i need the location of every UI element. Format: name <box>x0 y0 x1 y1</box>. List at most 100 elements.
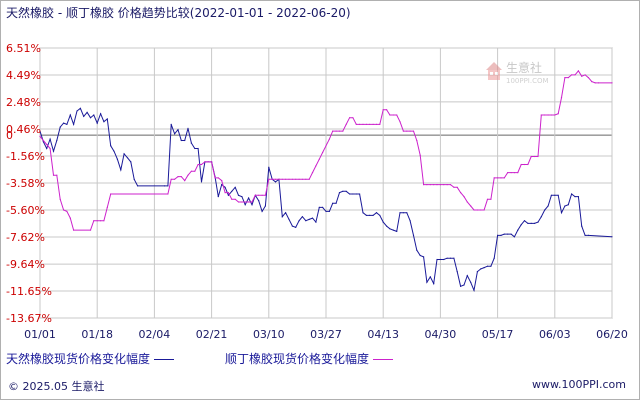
data-point-natural-rubber <box>480 268 482 270</box>
data-point-natural-rubber <box>224 186 226 188</box>
data-point-bd-rubber <box>59 198 61 200</box>
data-point-bd-rubber <box>268 178 270 180</box>
data-point-bd-rubber <box>295 178 297 180</box>
data-point-natural-rubber <box>227 194 229 196</box>
data-point-natural-rubber <box>423 256 425 258</box>
x-tick-label: 03/27 <box>310 328 342 341</box>
data-point-bd-rubber <box>510 172 512 174</box>
data-point-bd-rubber <box>338 130 341 132</box>
chart-title: 天然橡胶 - 顺丁橡胶 价格趋势比较(2022-01-01 - 2022-06-… <box>6 6 351 20</box>
y-tick-label: -9.64% <box>6 258 45 271</box>
data-point-bd-rubber <box>93 220 95 222</box>
data-point-bd-rubber <box>73 229 75 231</box>
data-point-bd-rubber <box>197 163 199 166</box>
data-point-bd-rubber <box>96 220 98 222</box>
data-point-natural-rubber <box>349 193 351 195</box>
data-point-bd-rubber <box>399 121 401 123</box>
data-point-natural-rubber <box>221 184 223 186</box>
data-point-natural-rubber <box>59 126 61 128</box>
data-point-natural-rubber <box>120 169 122 171</box>
data-point-natural-rubber <box>453 257 455 259</box>
data-point-natural-rubber <box>581 225 583 227</box>
data-point-natural-rubber <box>547 205 549 207</box>
data-point-bd-rubber <box>507 172 509 174</box>
data-point-natural-rubber <box>564 205 566 207</box>
data-point-bd-rubber <box>426 184 428 186</box>
data-point-bd-rubber <box>332 130 334 132</box>
data-point-bd-rubber <box>234 198 236 200</box>
data-point-natural-rubber <box>476 271 478 273</box>
data-point-bd-rubber <box>311 172 314 174</box>
data-point-bd-rubber <box>254 194 256 196</box>
data-point-natural-rubber <box>261 210 263 212</box>
data-point-bd-rubber <box>281 178 283 180</box>
data-point-bd-rubber <box>406 130 408 132</box>
data-point-bd-rubber <box>527 163 529 166</box>
data-point-bd-rubber <box>184 180 186 182</box>
data-point-bd-rubber <box>325 145 327 147</box>
data-point-bd-rubber <box>194 170 196 172</box>
site-link[interactable]: www.100PPI.com <box>532 378 626 391</box>
data-point-bd-rubber <box>301 178 303 180</box>
data-point-bd-rubber <box>530 155 532 158</box>
data-point-natural-rubber <box>137 185 139 187</box>
data-point-natural-rubber <box>338 192 341 194</box>
data-point-bd-rubber <box>591 81 593 83</box>
data-point-natural-rubber <box>103 121 105 123</box>
data-point-bd-rubber <box>190 170 192 172</box>
data-point-bd-rubber <box>305 178 307 180</box>
data-point-natural-rubber <box>264 205 266 207</box>
data-point-bd-rubber <box>547 114 549 116</box>
data-point-bd-rubber <box>261 194 263 196</box>
data-point-bd-rubber <box>500 177 502 179</box>
series-layer <box>39 70 613 293</box>
data-point-natural-rubber <box>386 225 388 227</box>
data-point-natural-rubber <box>291 225 293 227</box>
data-point-natural-rubber <box>345 190 347 192</box>
data-point-bd-rubber <box>335 130 337 132</box>
data-point-bd-rubber <box>540 114 542 116</box>
data-point-bd-rubber <box>207 161 209 163</box>
data-point-natural-rubber <box>49 138 51 140</box>
zero-label: 0 <box>6 129 13 142</box>
data-point-natural-rubber <box>560 212 563 214</box>
data-point-bd-rubber <box>379 123 381 125</box>
data-point-bd-rubber <box>362 123 364 125</box>
y-tick-labels: 6.51% 4.49% 2.48% 0.46% -1.56% -3.58% -5.60% -7… <box>6 42 52 325</box>
data-point-bd-rubber <box>534 155 536 158</box>
data-point-natural-rubber <box>93 114 95 116</box>
data-point-bd-rubber <box>597 82 600 84</box>
data-point-natural-rubber <box>463 284 465 286</box>
data-point-natural-rubber <box>89 117 92 119</box>
data-point-natural-rubber <box>100 113 102 115</box>
data-point-bd-rubber <box>352 117 354 119</box>
legend-label-natural-rubber: 天然橡胶现货价格变化幅度 <box>6 352 151 366</box>
legend-item-natural-rubber: 天然橡胶现货价格变化幅度 <box>6 350 175 367</box>
watermark-url: 100PPI.COM <box>506 77 549 85</box>
data-point-natural-rubber <box>503 233 505 235</box>
data-point-natural-rubber <box>251 204 253 206</box>
data-point-natural-rubber <box>248 197 250 199</box>
data-point-bd-rubber <box>443 184 445 186</box>
data-point-bd-rubber <box>412 130 415 132</box>
data-point-bd-rubber <box>237 201 240 203</box>
data-point-bd-rubber <box>490 198 492 200</box>
data-point-natural-rubber <box>308 218 310 220</box>
data-point-natural-rubber <box>96 122 98 124</box>
data-point-natural-rubber <box>493 257 495 259</box>
data-point-natural-rubber <box>281 216 283 218</box>
data-point-natural-rubber <box>443 258 445 261</box>
data-point-natural-rubber <box>406 212 408 214</box>
legend-swatch-natural-rubber <box>154 359 175 360</box>
data-point-bd-rubber <box>446 184 448 186</box>
data-point-bd-rubber <box>453 186 455 188</box>
data-point-natural-rubber <box>550 194 553 196</box>
data-point-bd-rubber <box>211 161 213 163</box>
data-point-bd-rubber <box>466 201 468 203</box>
y-tick-label: 0.46% <box>6 123 41 136</box>
data-point-bd-rubber <box>557 113 559 115</box>
data-point-natural-rubber <box>382 221 384 223</box>
data-point-natural-rubber <box>419 254 421 257</box>
data-point-bd-rubber <box>217 177 219 179</box>
